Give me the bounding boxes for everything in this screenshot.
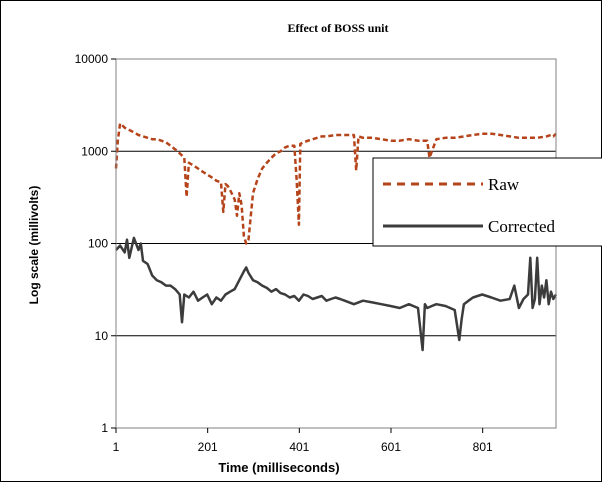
x-axis-label: Time (milliseconds)	[218, 460, 339, 475]
x-tick-label: 201	[198, 440, 218, 454]
x-tick-label: 401	[289, 440, 309, 454]
series-raw-line	[114, 122, 557, 245]
series-layer	[114, 122, 558, 352]
y-axis-label: Log scale (millivolts)	[27, 186, 41, 305]
legend-corrected-label: Corrected	[488, 217, 556, 236]
x-tick-label: 601	[381, 440, 401, 454]
y-tick-label: 100	[88, 237, 108, 251]
x-tick-label: 801	[473, 440, 493, 454]
series-corrected-line	[115, 236, 558, 352]
x-tick-label: 1	[113, 440, 120, 454]
y-tick-label: 1000	[81, 144, 108, 158]
y-tick-label: 10000	[75, 52, 109, 66]
legend: Raw Corrected	[372, 157, 602, 247]
legend-box	[372, 157, 602, 247]
legend-raw-label: Raw	[488, 175, 520, 194]
y-axis-ticks: 1 10 100 1000 10000	[75, 52, 116, 435]
x-axis-ticks: 1 201 401 601 801	[113, 428, 493, 454]
y-tick-label: 1	[101, 421, 108, 435]
y-tick-label: 10	[95, 329, 109, 343]
chart-title: Effect of BOSS unit	[287, 21, 388, 35]
